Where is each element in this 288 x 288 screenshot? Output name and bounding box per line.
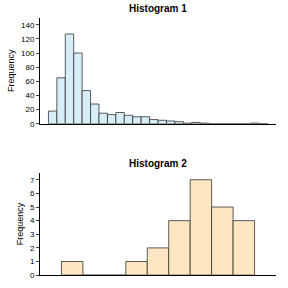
svg-text:Frequency: Frequency xyxy=(15,202,25,245)
svg-text:140: 140 xyxy=(21,21,35,30)
svg-text:5: 5 xyxy=(30,203,35,212)
svg-text:1: 1 xyxy=(30,257,35,266)
svg-text:0: 0 xyxy=(30,120,35,129)
svg-text:60: 60 xyxy=(25,77,34,86)
svg-text:2: 2 xyxy=(30,244,35,253)
svg-text:6: 6 xyxy=(30,189,35,198)
svg-text:120: 120 xyxy=(21,35,35,44)
svg-text:Histogram 2: Histogram 2 xyxy=(129,158,187,169)
svg-text:Frequency: Frequency xyxy=(6,49,16,92)
svg-text:4: 4 xyxy=(30,216,35,225)
svg-text:Histogram 1: Histogram 1 xyxy=(129,3,187,14)
svg-text:100: 100 xyxy=(21,49,35,58)
svg-text:3: 3 xyxy=(30,230,35,239)
svg-text:20: 20 xyxy=(25,105,34,114)
svg-text:0: 0 xyxy=(30,271,35,280)
svg-text:80: 80 xyxy=(25,63,34,72)
svg-text:40: 40 xyxy=(25,91,34,100)
svg-text:7: 7 xyxy=(30,176,35,185)
